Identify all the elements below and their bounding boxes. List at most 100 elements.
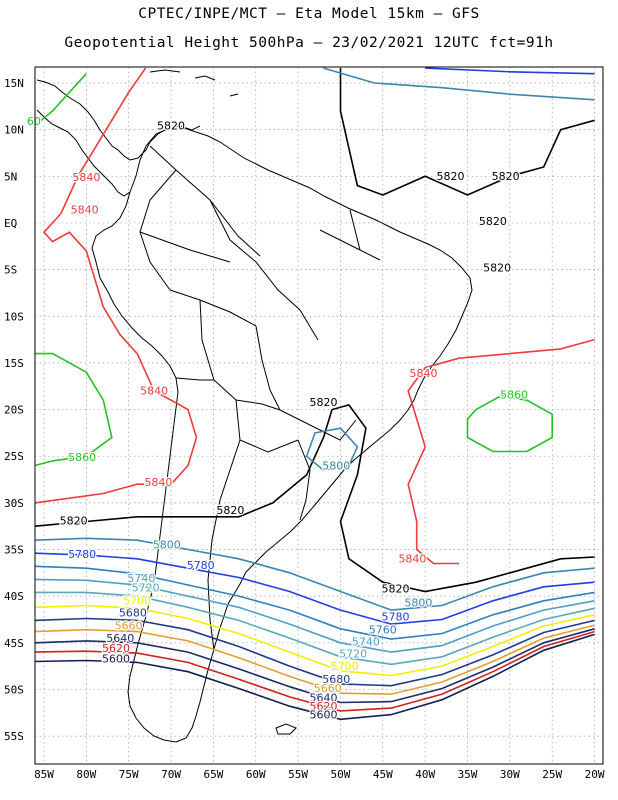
contour-5720 xyxy=(34,591,595,666)
axis-tick-labels: 85W 80W 75W 70W 65W 60W 55W 50W 45W 40W 35W 30W 25W 2… xyxy=(4,77,605,781)
y-tick-label: 45S xyxy=(4,637,24,650)
map-subtitle: Geopotential Height 500hPa – 23/02/2021 … xyxy=(64,35,554,51)
y-tick-label: 25S xyxy=(4,450,24,463)
contour-label: 5700 xyxy=(331,660,359,673)
y-tick-label: 15N xyxy=(4,77,24,90)
contour-label: 5780 xyxy=(382,610,410,623)
x-tick-label: 55W xyxy=(288,768,308,781)
contour-label: 5840 xyxy=(409,367,437,380)
contour-label: 5760 xyxy=(369,623,397,636)
contour-label: 5820 xyxy=(483,261,511,274)
x-tick-label: 65W xyxy=(203,768,223,781)
contour-label: 5620 xyxy=(102,642,130,655)
contour-5740 xyxy=(34,578,595,653)
x-tick-label: 25W xyxy=(542,768,562,781)
y-tick-label: 55S xyxy=(4,730,24,743)
caribbean-islands xyxy=(149,69,239,97)
contour-label: 5620 xyxy=(310,700,338,713)
height-contours xyxy=(34,67,595,721)
y-tick-label: 40S xyxy=(4,590,24,603)
contour-label: 5840 xyxy=(144,476,172,489)
x-tick-label: 85W xyxy=(34,768,54,781)
x-tick-label: 80W xyxy=(76,768,96,781)
contour-label: 5720 xyxy=(132,581,160,594)
x-tick-label: 40W xyxy=(415,768,435,781)
contour-label: 5820 xyxy=(492,170,520,183)
y-tick-label: 15S xyxy=(4,357,24,370)
contour-5780 xyxy=(34,552,595,625)
contour-label: 5800 xyxy=(153,539,181,552)
falkland-islands xyxy=(275,723,297,735)
contour-label: 5840 xyxy=(140,385,168,398)
country-borders xyxy=(139,145,381,651)
contour-5660 xyxy=(34,624,595,695)
contour-label: 5860 xyxy=(68,451,96,464)
contour-5840 xyxy=(34,67,198,504)
x-tick-label: 70W xyxy=(161,768,181,781)
map-title: CPTEC/INPE/MCT – Eta Model 15km – GFS xyxy=(138,6,480,22)
contour-label: 5660 xyxy=(314,682,342,695)
y-tick-label: 30S xyxy=(4,497,24,510)
y-tick-label: 10N xyxy=(4,124,24,137)
contour-5680 xyxy=(34,617,595,687)
contour-label: 5780 xyxy=(187,559,215,572)
y-tick-label: 5S xyxy=(4,264,17,277)
contour-label: 5820 xyxy=(437,170,465,183)
contour-5840 xyxy=(407,338,595,565)
contour-5820 xyxy=(34,403,595,593)
y-tick-label: 50S xyxy=(4,683,24,696)
contour-5780 xyxy=(425,67,595,75)
contour-label: 5660 xyxy=(115,620,143,633)
central-america-pacific-coast xyxy=(36,109,131,197)
contour-label: 5700 xyxy=(123,595,151,608)
contour-label: 5840 xyxy=(71,204,99,217)
contour-label: 5860 xyxy=(500,388,528,401)
contour-label: 5820 xyxy=(157,120,185,133)
contour-label: 5820 xyxy=(382,582,410,595)
y-tick-label: 10S xyxy=(4,310,24,323)
contour-label: 5680 xyxy=(322,673,350,686)
contour-label: 5600 xyxy=(102,652,130,665)
contour-5860 xyxy=(34,73,87,126)
contour-label: 5740 xyxy=(352,636,380,649)
contour-label: 5840 xyxy=(398,553,426,566)
contour-label: 5740 xyxy=(127,572,155,585)
contour-label: 5680 xyxy=(119,607,147,620)
contour-5600 xyxy=(34,633,595,721)
contour-label: 5820 xyxy=(310,396,338,409)
contour-label: 5840 xyxy=(72,171,100,184)
x-tick-label: 45W xyxy=(373,768,393,781)
x-tick-label: 30W xyxy=(500,768,520,781)
x-tick-label: 60W xyxy=(246,768,266,781)
x-tick-label: 75W xyxy=(119,768,139,781)
x-tick-label: 35W xyxy=(458,768,478,781)
contour-label: 5640 xyxy=(310,692,338,705)
contour-5700 xyxy=(34,604,595,677)
contour-label: 5820 xyxy=(216,504,244,517)
contour-5800 xyxy=(305,427,359,472)
y-tick-label: 35S xyxy=(4,544,24,557)
map-frame xyxy=(34,66,604,765)
contour-labels: 5820 60 5840 5840 5820 5820 5820 5820 5840 5840 58… xyxy=(26,114,530,723)
contour-5640 xyxy=(34,628,595,704)
contour-label: 5820 xyxy=(60,514,88,527)
contour-label: 60 xyxy=(27,115,41,128)
contour-label: 5720 xyxy=(339,648,367,661)
contour-5820 xyxy=(339,68,595,196)
contour-5860 xyxy=(466,394,553,453)
x-tick-label: 50W xyxy=(331,768,351,781)
contour-5620 xyxy=(34,630,595,712)
contour-label: 5820 xyxy=(479,215,507,228)
y-tick-label: 20S xyxy=(4,404,24,417)
contour-label: 5600 xyxy=(310,708,338,721)
contour-label: 5640 xyxy=(106,632,134,645)
contour-label: 5800 xyxy=(322,459,350,472)
contour-5800 xyxy=(323,67,595,101)
x-tick-label: 20W xyxy=(585,768,605,781)
y-tick-label: EQ xyxy=(4,217,17,230)
lat-lon-grid xyxy=(35,67,603,764)
contour-label: 5780 xyxy=(68,548,96,561)
y-tick-label: 5N xyxy=(4,170,17,183)
contour-label: 5800 xyxy=(404,596,432,609)
